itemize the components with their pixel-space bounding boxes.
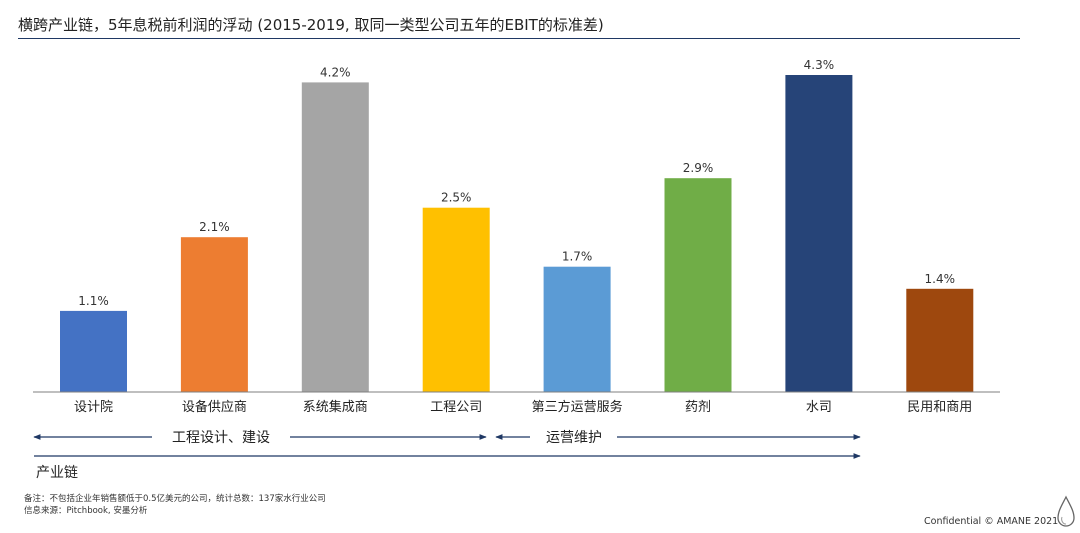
page-title: 横跨产业链，5年息税前利润的浮动 (2015-2019, 取同一类型公司五年的E… (18, 16, 604, 34)
bar-2 (301, 82, 369, 393)
bar-value-label-1: 2.1% (199, 220, 230, 234)
bar-4 (543, 266, 611, 392)
bar-3 (422, 207, 490, 392)
bar-value-label-6: 4.3% (804, 58, 835, 72)
bar-value-label-3: 2.5% (441, 191, 472, 205)
bar-value-label-0: 1.1% (78, 294, 109, 308)
category-label-6: 水司 (806, 400, 832, 415)
category-label-2: 系统集成商 (303, 399, 368, 415)
bar-5 (664, 178, 732, 392)
bar-1 (180, 237, 248, 392)
category-label-1: 设备供应商 (182, 399, 247, 415)
bar-6 (785, 75, 853, 392)
bar-value-label-7: 1.4% (925, 272, 956, 286)
footnote-source: 信息来源：Pitchbook, 安墨分析 (24, 506, 148, 516)
category-label-3: 工程公司 (430, 400, 482, 415)
category-label-7: 民用和商用 (907, 400, 972, 415)
group-label-engineering: 工程设计、建设 (172, 430, 270, 446)
bar-0 (60, 310, 127, 392)
water-drop-icon (1057, 495, 1075, 527)
footnote-note: 备注：不包括企业年销售额低于0.5亿美元的公司，统计总数：137家水行业公司 (24, 494, 326, 504)
category-label-0: 设计院 (74, 400, 113, 415)
category-label-4: 第三方运营服务 (532, 399, 623, 415)
bar-value-label-4: 1.7% (562, 250, 593, 264)
bar-value-label-5: 2.9% (683, 161, 714, 175)
title-divider (18, 38, 1020, 39)
category-label-5: 药剂 (685, 400, 711, 415)
bar-7 (906, 288, 974, 392)
industry-chain-label: 产业链 (36, 465, 78, 481)
confidential-notice: Confidential © AMANE 2021 (924, 516, 1059, 527)
group-label-operation: 运营维护 (546, 430, 602, 446)
bar-value-label-2: 4.2% (320, 65, 351, 79)
